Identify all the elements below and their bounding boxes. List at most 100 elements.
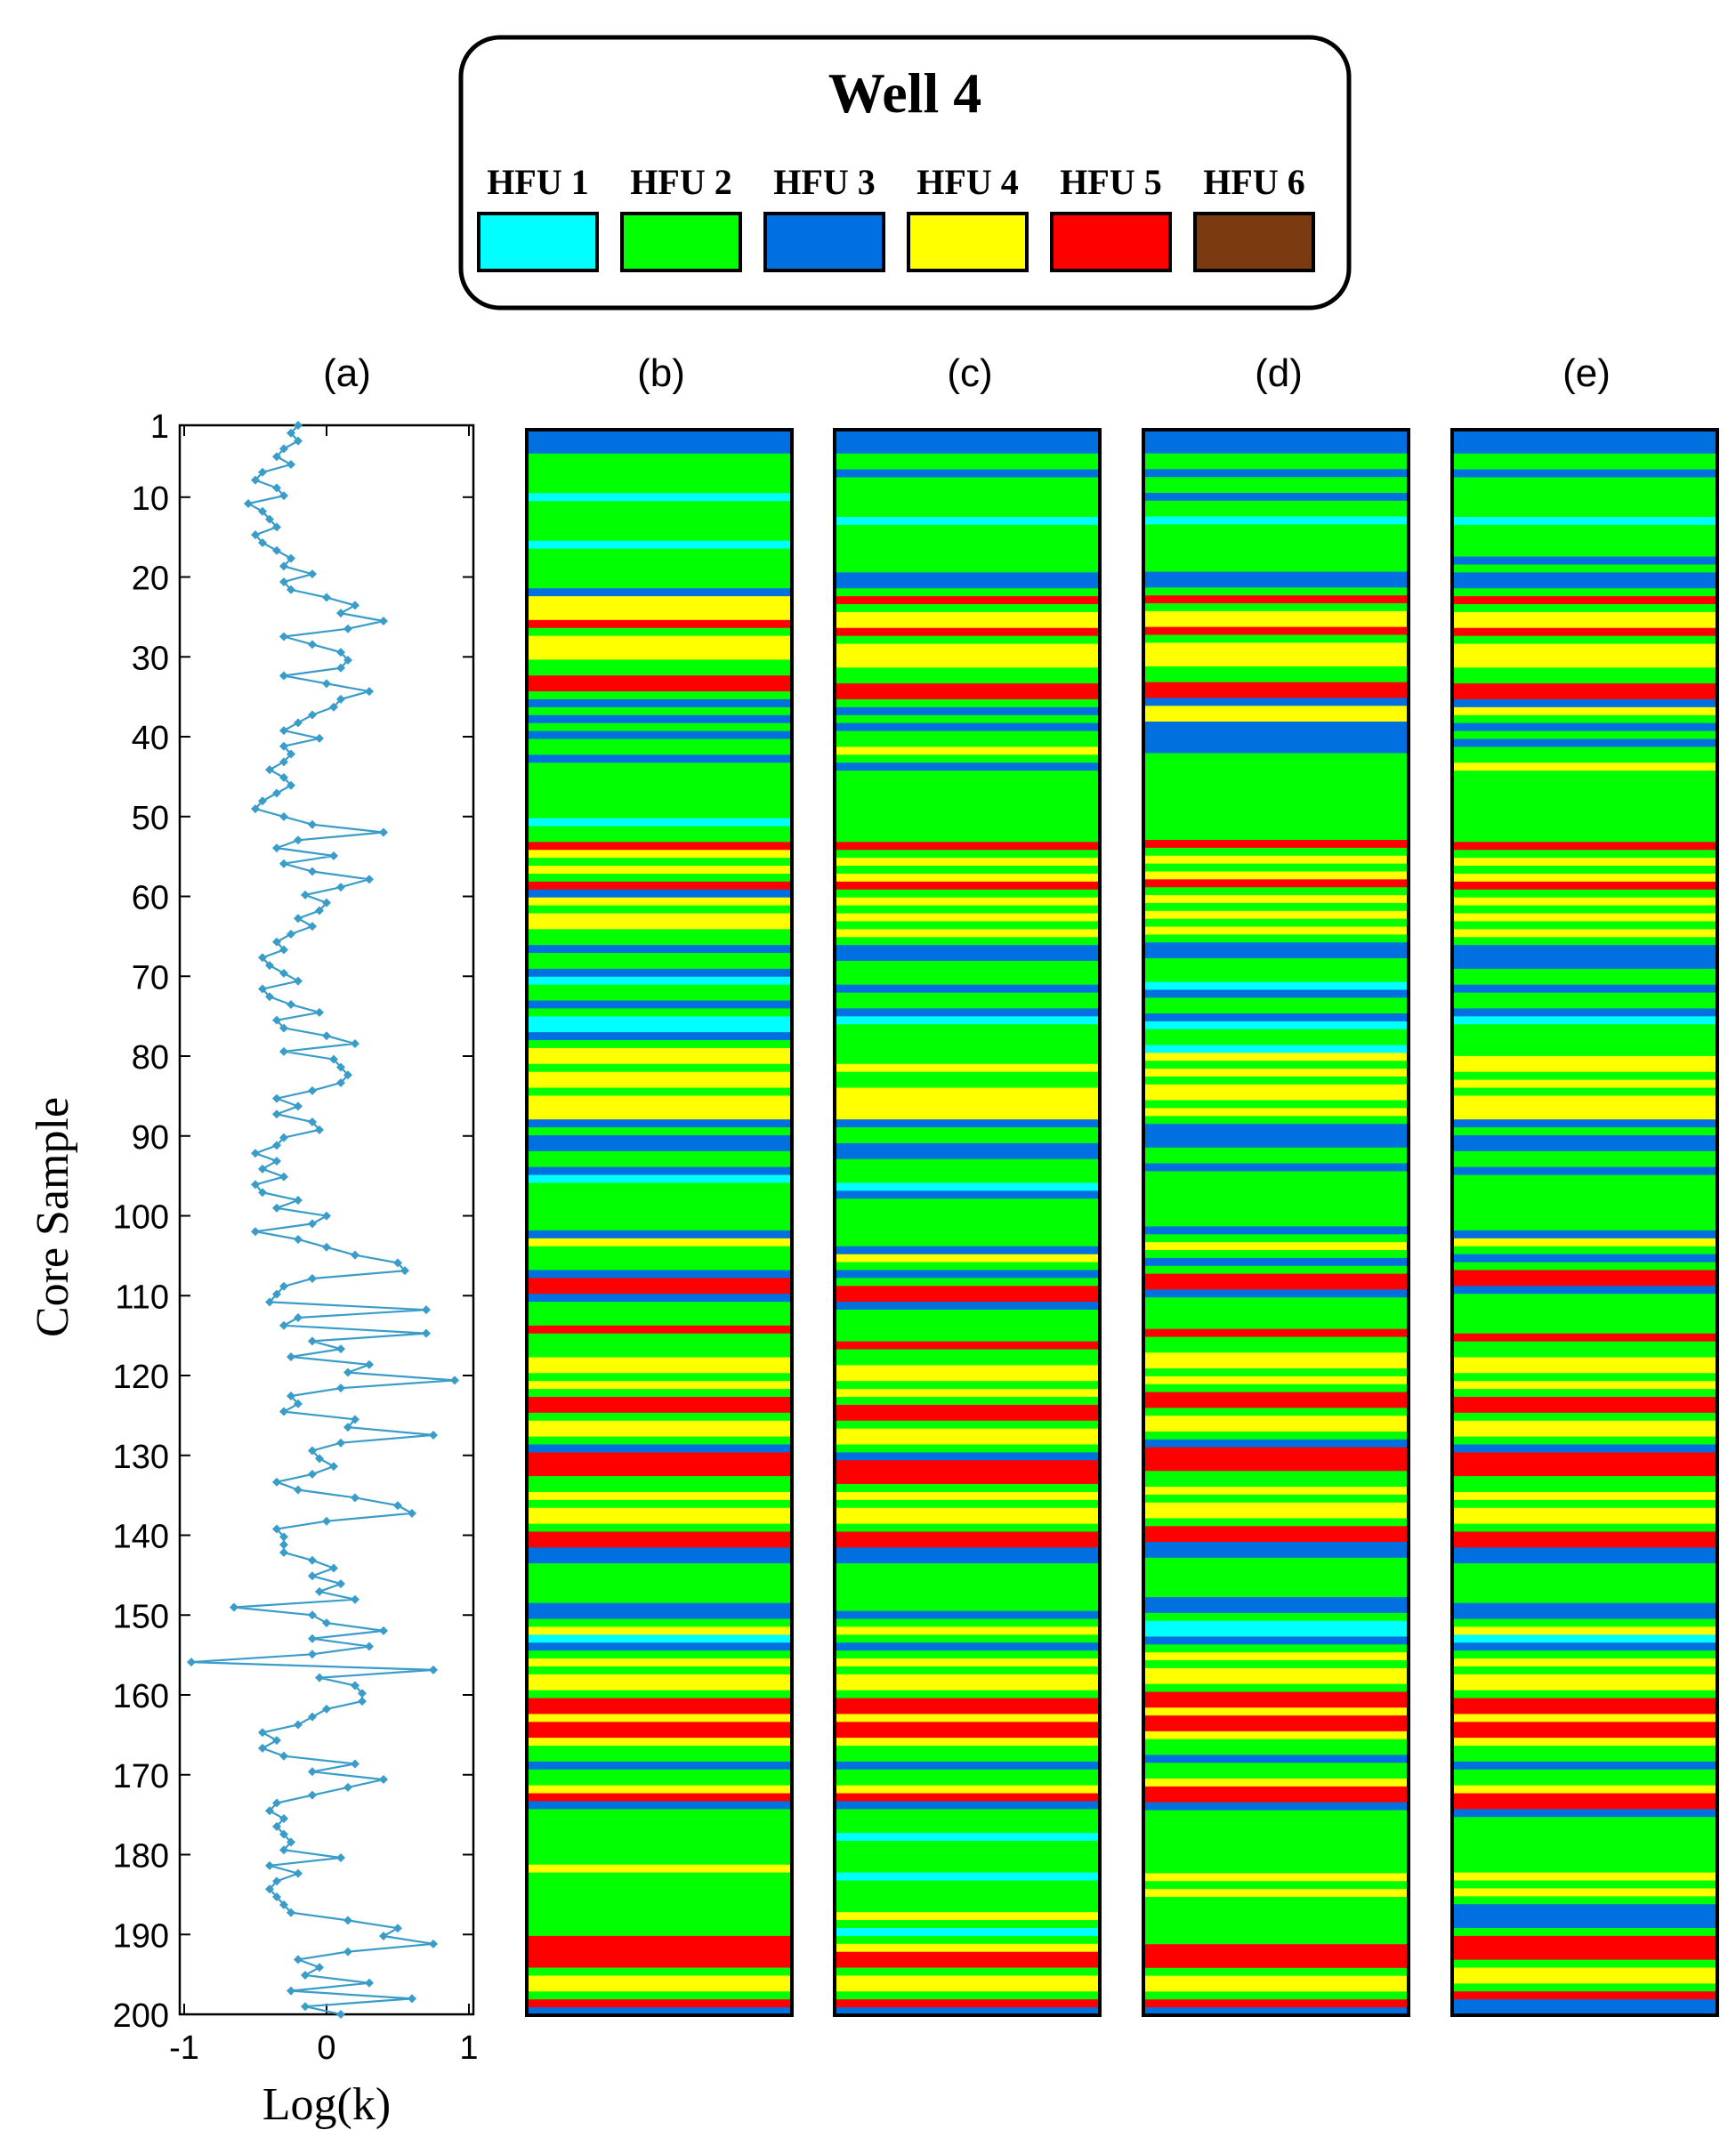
logk-point (272, 522, 281, 532)
hfu-band (527, 1206, 792, 1215)
hfu-band (1452, 564, 1717, 573)
hfu-band (835, 1499, 1100, 1509)
hfu-band (527, 1967, 792, 1977)
hfu-band (1452, 643, 1717, 653)
hfu-band (527, 1880, 792, 1890)
hfu-band (1143, 508, 1409, 518)
hfu-band (527, 619, 792, 629)
logk-point (279, 561, 288, 571)
hfu-band (1452, 1801, 1717, 1810)
logk-point (258, 1743, 267, 1753)
hfu-band (1143, 879, 1409, 888)
hfu-band (835, 826, 1100, 835)
hfu-band (527, 588, 792, 597)
hfu-band (527, 1539, 792, 1548)
y-tick-label: 90 (132, 1119, 169, 1157)
logk-point (251, 530, 260, 540)
hfu-band (1452, 873, 1717, 883)
logk-point (272, 1093, 281, 1103)
hfu-band (527, 984, 792, 994)
hfu-band (527, 866, 792, 875)
hfu-band (835, 477, 1100, 486)
hfu-band (1452, 611, 1717, 621)
logk-point (308, 1712, 317, 1722)
hfu-band (1143, 1171, 1409, 1180)
hfu-band (527, 1555, 792, 1564)
hfu-band (1143, 1510, 1409, 1520)
logk-point (308, 1767, 317, 1777)
logk-point (336, 663, 345, 673)
logk-point (322, 898, 331, 908)
hfu-band (1143, 753, 1409, 762)
hfu-band (1452, 1373, 1717, 1382)
logk-point (393, 1924, 402, 1933)
hfu-band (835, 1381, 1100, 1390)
hfu-band (1452, 1912, 1717, 1921)
hfu-band (1143, 1076, 1409, 1085)
hfu-band (835, 437, 1100, 447)
y-tick-label: 40 (132, 720, 169, 757)
hfu-band (527, 730, 792, 740)
hfu-band (1143, 1549, 1409, 1559)
logk-point (351, 1759, 359, 1769)
hfu-band (1452, 1507, 1717, 1517)
hfu-band (1143, 1210, 1409, 1220)
hfu-band (527, 1238, 792, 1247)
logk-point (279, 1900, 288, 1909)
hfu-band (835, 1618, 1100, 1628)
hfu-band (527, 968, 792, 978)
logk-point (279, 726, 288, 736)
hfu-band (1143, 800, 1409, 810)
hfu-band (1143, 1983, 1409, 1993)
hfu-band (1143, 461, 1409, 470)
y-tick-label: 110 (115, 1279, 169, 1316)
hfu-column-c (833, 428, 1102, 2017)
logk-point (287, 749, 295, 759)
hfu-column-frame-d (1142, 428, 1410, 2017)
hfu-band (1452, 960, 1717, 970)
hfu-band (1143, 1265, 1409, 1275)
hfu-band (527, 1436, 792, 1446)
hfu-band (1143, 1652, 1409, 1661)
hfu-band (1452, 1777, 1717, 1787)
hfu-band (835, 992, 1100, 1002)
hfu-column-d (1142, 428, 1410, 2017)
y-tick-label: 130 (113, 1439, 169, 1476)
hfu-band (1452, 477, 1717, 486)
hfu-band (1452, 1555, 1717, 1564)
hfu-band (527, 1793, 792, 1803)
hfu-band (1143, 658, 1409, 667)
logk-point (365, 875, 374, 884)
hfu-band (835, 1310, 1100, 1319)
hfu-band (1452, 1420, 1717, 1430)
hfu-band (527, 1698, 792, 1707)
hfu-band (1143, 571, 1409, 581)
hfu-band (1143, 1723, 1409, 1732)
hfu-band (1452, 1349, 1717, 1359)
legend: Well 4 HFU 1 HFU 2 HFU 3 HFU 4 HFU 5 HFU 6 (458, 35, 1352, 311)
logk-point (329, 702, 338, 712)
hfu-band (835, 675, 1100, 684)
hfu-band (527, 572, 792, 581)
hfu-band (1452, 445, 1717, 455)
hfu-band (1452, 968, 1717, 978)
hfu-band (835, 1103, 1100, 1112)
logk-point (279, 741, 288, 751)
logk-point (279, 1281, 288, 1291)
hfu-band (527, 1912, 792, 1921)
hfu-band (835, 1920, 1100, 1929)
logk-point (343, 1947, 352, 1957)
hfu-band (1452, 1626, 1717, 1635)
hfu-band (835, 746, 1100, 755)
hfu-band (1143, 1147, 1409, 1157)
x-axis-label: Log(k) (262, 2079, 391, 2130)
hfu-band (835, 1578, 1100, 1588)
hfu-band (527, 842, 792, 851)
hfu-band (527, 1444, 792, 1453)
logk-point (272, 1477, 281, 1487)
hfu-band (835, 1856, 1100, 1866)
hfu-band (527, 1333, 792, 1343)
hfu-band (1143, 1037, 1409, 1046)
logk-plot: 1102030405060708090100110120130140150160… (28, 408, 479, 2130)
